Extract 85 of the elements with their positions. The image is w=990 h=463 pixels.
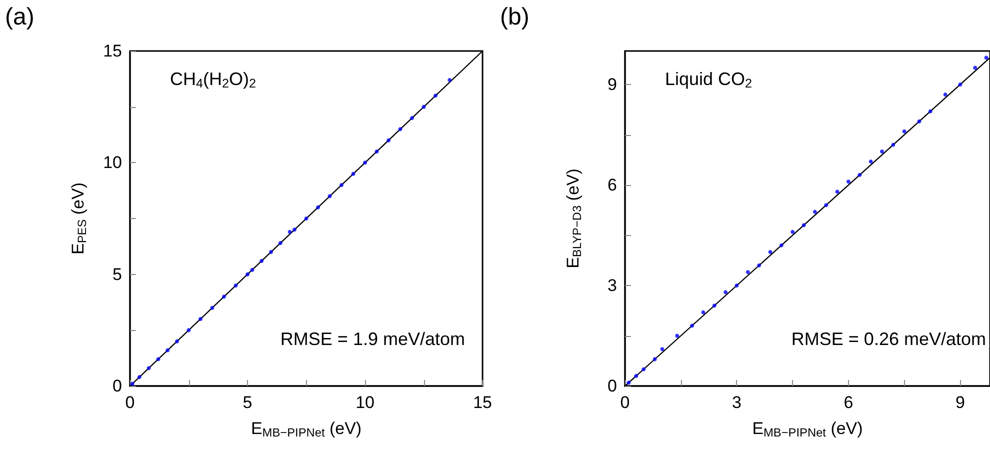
point xyxy=(316,205,320,210)
point xyxy=(210,306,214,310)
point xyxy=(250,268,254,272)
point xyxy=(634,374,638,378)
point xyxy=(802,223,806,228)
y-axis-title: EBLYP−D3 (eV) xyxy=(563,168,584,268)
point xyxy=(328,194,332,198)
point xyxy=(363,160,368,165)
point xyxy=(340,183,344,187)
point xyxy=(824,203,828,208)
x-tick-label: 9 xyxy=(955,393,965,412)
point xyxy=(260,258,264,263)
point xyxy=(928,109,932,114)
point xyxy=(198,317,203,321)
point xyxy=(690,324,694,328)
point xyxy=(973,66,978,70)
point xyxy=(902,129,906,134)
point xyxy=(292,228,297,232)
point xyxy=(222,294,226,299)
chart-title: (b) xyxy=(500,4,530,30)
y-tick-label: 6 xyxy=(608,176,617,194)
point xyxy=(790,230,795,234)
point xyxy=(757,263,762,268)
point xyxy=(137,375,142,380)
point xyxy=(269,250,274,254)
point xyxy=(278,241,282,246)
point xyxy=(812,210,817,214)
x-tick-label: 3 xyxy=(732,393,742,412)
point xyxy=(626,380,631,385)
point xyxy=(880,150,884,154)
point xyxy=(146,366,151,370)
point xyxy=(917,119,922,124)
point xyxy=(868,160,873,164)
point xyxy=(186,328,191,332)
point xyxy=(130,382,134,386)
point xyxy=(410,116,414,120)
point xyxy=(858,172,862,177)
point xyxy=(660,347,664,352)
point xyxy=(386,138,391,142)
y-axis-title: EPES (eV) xyxy=(68,182,89,254)
point xyxy=(448,78,452,82)
point xyxy=(724,290,728,294)
x-tick-label: 0 xyxy=(620,393,630,412)
point xyxy=(422,104,426,109)
x-tick-label: 10 xyxy=(356,393,374,412)
point xyxy=(846,180,850,184)
point xyxy=(156,357,160,362)
point xyxy=(374,150,379,154)
x-tick-label: 5 xyxy=(242,393,252,412)
point xyxy=(351,172,356,176)
point xyxy=(943,92,948,97)
point xyxy=(675,334,680,338)
annotation: RMSE = 0.26 meV/atom xyxy=(791,329,986,349)
point xyxy=(734,284,739,288)
point xyxy=(712,304,716,308)
y-tick-label: 3 xyxy=(608,276,617,295)
point xyxy=(779,243,784,248)
y-tick-label: 5 xyxy=(112,264,122,284)
point xyxy=(984,56,988,60)
point xyxy=(304,216,308,220)
point xyxy=(768,250,772,254)
chart-title: (a) xyxy=(5,4,34,30)
point xyxy=(288,230,292,234)
annotation: RMSE = 1.9 meV/atom xyxy=(280,329,466,349)
x-tick-label: 6 xyxy=(844,393,854,412)
y-tick-label: 0 xyxy=(608,376,617,396)
x-tick-label: 15 xyxy=(473,393,492,412)
point xyxy=(891,142,896,147)
point xyxy=(652,357,657,362)
point xyxy=(166,348,170,352)
point xyxy=(398,127,402,132)
point xyxy=(175,339,180,344)
y-tick-label: 10 xyxy=(103,153,122,172)
point xyxy=(746,270,750,274)
point xyxy=(835,190,840,194)
y-tick-label: 15 xyxy=(103,42,122,60)
x-tick-label: 0 xyxy=(125,393,135,412)
y-tick-label: 9 xyxy=(608,75,617,94)
point xyxy=(434,94,438,98)
point xyxy=(642,367,646,372)
y-tick-label: 0 xyxy=(112,376,122,396)
point xyxy=(246,272,250,276)
point xyxy=(234,284,238,288)
point xyxy=(958,82,962,86)
point xyxy=(701,310,706,314)
